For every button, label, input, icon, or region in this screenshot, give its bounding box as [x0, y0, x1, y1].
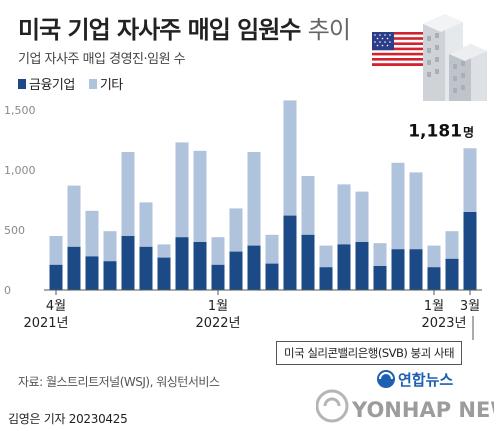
buildings-icon — [423, 14, 487, 101]
chart-title: 미국 기업 자사주 매입 임원수 추이 — [18, 10, 351, 45]
bar-segment-finance — [373, 266, 387, 290]
bar-segment-finance — [301, 234, 315, 290]
legend-label-other: 기타 — [99, 78, 123, 93]
bar-segment-other — [67, 185, 81, 247]
bar-segment-other — [49, 236, 63, 265]
bar-segment-finance — [211, 264, 225, 290]
bar-segment-finance — [265, 263, 279, 290]
bar-segment-other — [391, 162, 405, 250]
legend-item-finance: 금융기업 — [18, 74, 75, 93]
bar-segment-finance — [85, 256, 99, 290]
bar-segment-other — [103, 231, 117, 262]
bar-segment-other — [121, 152, 135, 236]
legend-label-finance: 금융기업 — [29, 78, 75, 93]
yonhap-logo: 연합뉴스 YONHAP NEWS — [316, 370, 494, 423]
bar-segment-other — [373, 243, 387, 266]
x-tick-month: 1월 — [208, 299, 228, 314]
bar-segment-finance — [337, 244, 351, 290]
y-tick-label: 1,000 — [4, 164, 36, 177]
source-note: 자료: 월스트리트저널(WSJ), 워싱턴서비스 — [18, 375, 220, 389]
highlight-value: 1,181 — [408, 121, 462, 141]
x-tick-year: 2023년 — [421, 316, 466, 331]
bar-segment-finance — [175, 237, 189, 290]
bar-segment-other — [337, 184, 351, 245]
y-tick-label: 0 — [4, 284, 11, 297]
title-main: 미국 기업 자사주 매입 임원수 — [18, 16, 301, 44]
bar-segment-finance — [247, 245, 261, 290]
bar-segment-finance — [427, 267, 441, 290]
byline-author: 김영은 기자 — [8, 412, 66, 426]
bar-segment-finance — [49, 264, 63, 290]
legend-item-other: 기타 — [88, 74, 123, 93]
bar-segment-other — [211, 237, 225, 265]
y-tick-label: 1,500 — [4, 104, 36, 117]
byline-date: 20230425 — [68, 412, 128, 426]
bar-segment-other — [157, 244, 171, 258]
x-tick-month: 1월 — [424, 299, 444, 314]
legend-swatch-other — [88, 78, 97, 89]
legend: 금융기업 기타 — [18, 74, 123, 93]
bar-segment-finance — [445, 258, 459, 290]
bar-segment-other — [463, 148, 477, 212]
bar-segment-other — [229, 208, 243, 252]
bar-segment-finance — [139, 246, 153, 290]
bar-segment-finance — [193, 242, 207, 290]
bar-segment-other — [283, 100, 297, 216]
logo-korean-text: 연합뉴스 — [398, 371, 453, 389]
bar-segment-finance — [229, 251, 243, 290]
y-tick-label: 500 — [4, 224, 25, 237]
bar-segment-finance — [355, 242, 369, 290]
legend-swatch-finance — [18, 78, 26, 89]
bar-segment-finance — [283, 215, 297, 290]
chart-subtitle: 기업 자사주 매입 경영진·임원 수 — [18, 52, 186, 67]
bar-segment-other — [427, 245, 441, 268]
us-flag-icon — [372, 32, 424, 66]
bar-segment-finance — [319, 267, 333, 290]
bar-segment-other — [445, 231, 459, 259]
bar-segment-finance — [463, 212, 477, 290]
bar-segment-other — [319, 245, 333, 268]
x-tick-year: 2022년 — [195, 316, 240, 331]
x-tick-year: 2021년 — [23, 316, 68, 331]
x-tick-month: 3월 — [460, 299, 480, 314]
bar-segment-other — [409, 172, 423, 250]
bar-segment-finance — [103, 261, 117, 290]
bar-segment-other — [301, 176, 315, 235]
title-suffix: 추이 — [307, 16, 351, 44]
logo-english-text: YONHAP NEWS — [351, 398, 494, 422]
bar-segment-finance — [67, 246, 81, 290]
bar-segment-other — [139, 202, 153, 247]
bar-segment-other — [355, 191, 369, 242]
bar-segment-finance — [121, 236, 135, 290]
bar-segment-other — [265, 234, 279, 264]
svb-annotation: 미국 실리콘밸리은행(SVB) 붕괴 사태 — [276, 341, 463, 365]
bar-segment-finance — [157, 257, 171, 290]
bar-segment-finance — [391, 249, 405, 290]
byline: 김영은 기자 20230425 — [8, 410, 128, 427]
highlight-unit: 명 — [463, 125, 474, 139]
bar-chart: 0 500 1,000 1,500 4월 2021년 1월 2022년 1월 2023년 3월 1,1… — [4, 100, 482, 340]
bar-segment-other — [175, 142, 189, 238]
bar-segment-other — [193, 150, 207, 242]
x-tick-month: 4월 — [46, 299, 66, 314]
bar-segment-other — [85, 210, 99, 257]
bar-segment-other — [247, 152, 261, 246]
bar-segment-finance — [409, 249, 423, 290]
